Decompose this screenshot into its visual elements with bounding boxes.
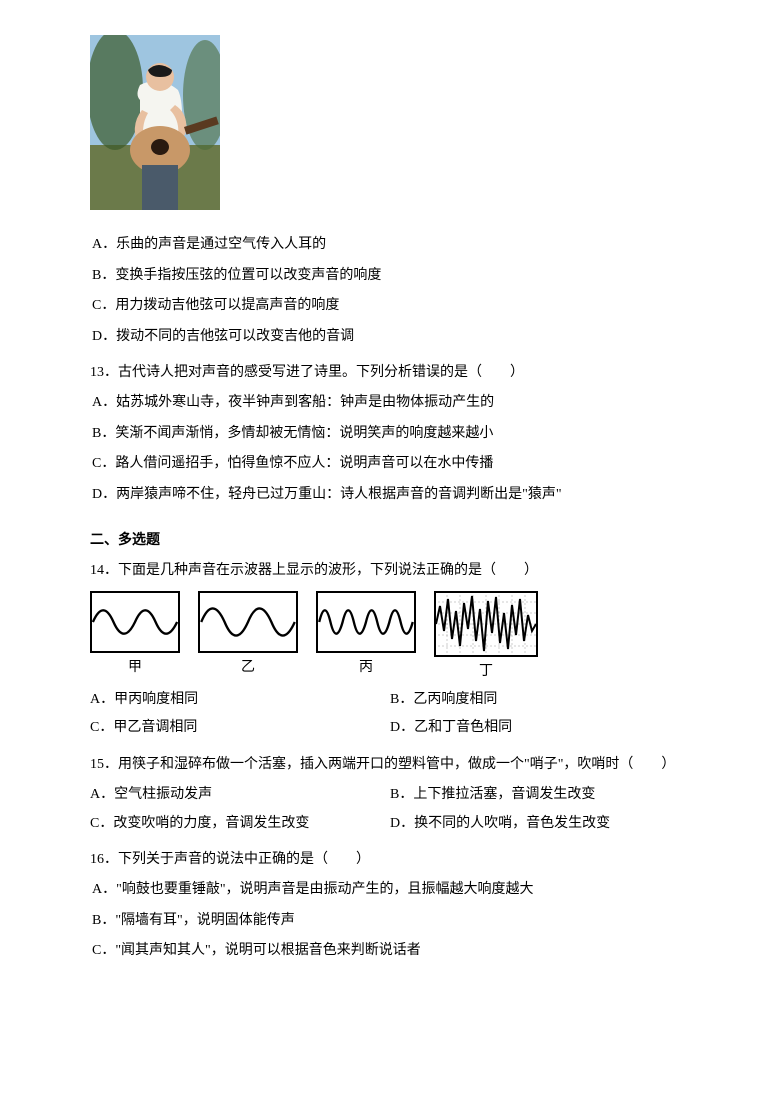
wave-yi: 乙 <box>198 591 298 679</box>
q15-option-d: D．换不同的人吹哨，音色发生改变 <box>390 813 610 835</box>
q14-stem: 14．下面是几种声音在示波器上显示的波形，下列说法正确的是（ ） <box>90 560 690 582</box>
q13-option-d: D．两岸猿声啼不住，轻舟已过万重山：诗人根据声音的音调判断出是"猿声" <box>90 484 690 506</box>
q14-option-d: D．乙和丁音色相同 <box>390 717 512 739</box>
wave-ding-label: 丁 <box>479 661 493 683</box>
wave-ding: 丁 <box>434 591 538 683</box>
q12-option-d: D．拨动不同的吉他弦可以改变吉他的音调 <box>90 326 690 348</box>
wave-jia: 甲 <box>90 591 180 679</box>
q13-stem: 13．古代诗人把对声音的感受写进了诗里。下列分析错误的是（ ） <box>90 362 690 384</box>
wave-jia-label: 甲 <box>128 657 142 679</box>
q15-option-c: C．改变吹哨的力度，音调发生改变 <box>90 813 390 835</box>
q13-option-a: A．姑苏城外寒山寺，夜半钟声到客船：钟声是由物体振动产生的 <box>90 392 690 414</box>
section-2-header: 二、多选题 <box>90 530 690 552</box>
q15-option-a: A．空气柱振动发声 <box>90 784 390 806</box>
q16-stem: 16．下列关于声音的说法中正确的是（ ） <box>90 849 690 871</box>
q12-option-b: B．变换手指按压弦的位置可以改变声音的响度 <box>90 265 690 287</box>
wave-bing: 丙 <box>316 591 416 679</box>
q14-option-b: B．乙丙响度相同 <box>390 689 497 711</box>
q12-option-c: C．用力拨动吉他弦可以提高声音的响度 <box>90 295 690 317</box>
q13-option-c: C．路人借问遥招手，怕得鱼惊不应人：说明声音可以在水中传播 <box>90 453 690 475</box>
q15-stem: 15．用筷子和湿碎布做一个活塞，插入两端开口的塑料管中，做成一个"哨子"，吹哨时… <box>90 754 690 776</box>
q12-option-a: A．乐曲的声音是通过空气传入人耳的 <box>90 234 690 256</box>
wave-bing-label: 丙 <box>359 657 373 679</box>
q16-option-c: C．"闻其声知其人"，说明可以根据音色来判断说话者 <box>90 940 690 962</box>
q15-option-b: B．上下推拉活塞，音调发生改变 <box>390 784 595 806</box>
q16-option-b: B．"隔墙有耳"，说明固体能传声 <box>90 910 690 932</box>
q16-option-a: A．"响鼓也要重锤敲"，说明声音是由振动产生的，且振幅越大响度越大 <box>90 879 690 901</box>
waveform-row: 甲 乙 丙 丁 <box>90 591 690 683</box>
guitar-player-photo <box>90 35 220 210</box>
q14-option-a: A．甲丙响度相同 <box>90 689 390 711</box>
q13-option-b: B．笑渐不闻声渐悄，多情却被无情恼：说明笑声的响度越来越小 <box>90 423 690 445</box>
wave-yi-label: 乙 <box>241 657 255 679</box>
q14-option-c: C．甲乙音调相同 <box>90 717 390 739</box>
